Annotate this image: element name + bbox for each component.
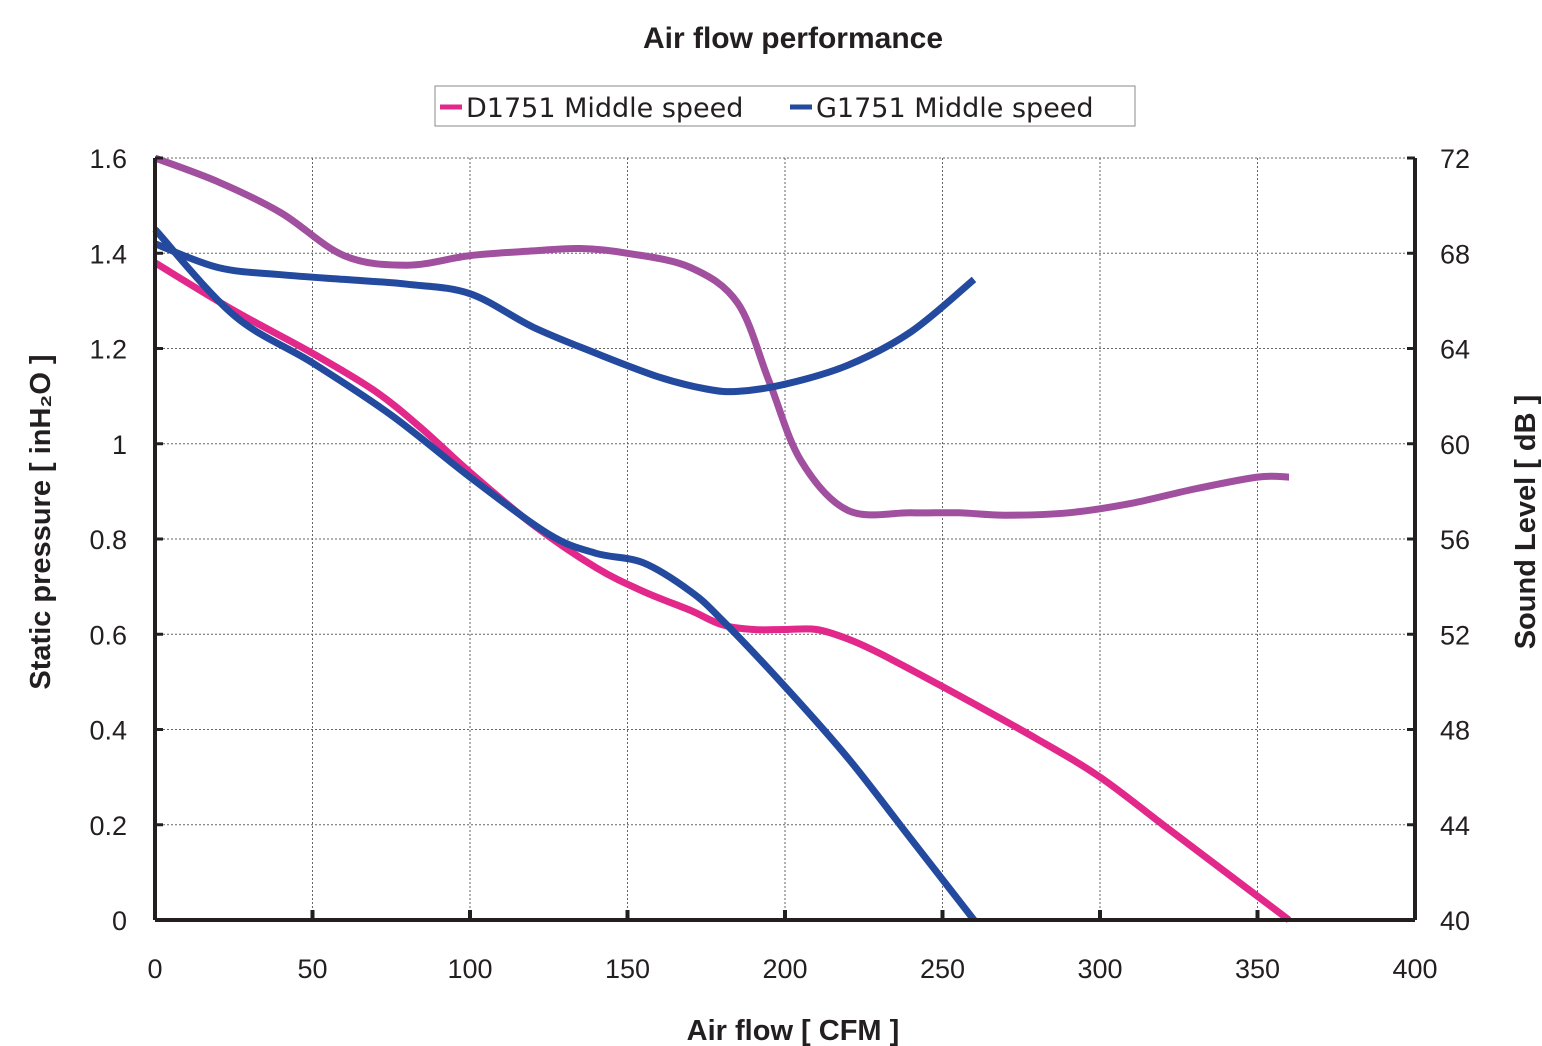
series-line-d1751-sound — [153, 154, 1290, 519]
x-tick-label: 350 — [1235, 954, 1280, 984]
x-tick-label: 250 — [920, 954, 965, 984]
y2-tick-label: 56 — [1440, 525, 1470, 555]
grid-lines — [155, 157, 1415, 920]
x-tick-label: 400 — [1392, 954, 1437, 984]
legend-box — [434, 85, 1136, 127]
legend-label-g1751: G1751 Middle speed — [816, 93, 1094, 124]
x-tick-label: 200 — [762, 954, 807, 984]
y2-tick-label: 72 — [1440, 144, 1470, 174]
y-tick-label: 0.6 — [89, 620, 127, 650]
y-tick-label: 0.4 — [89, 716, 127, 746]
series-line-g1751-pressure — [152, 227, 977, 923]
series-line-g1751-sound — [153, 240, 977, 396]
tick-labels: 0 50 100 150 200 250 300 350 400 0 0.2 0.4 0.6 0.8 1 1.… — [89, 144, 1470, 984]
series-group — [152, 154, 1292, 923]
y-tick-label: 1 — [112, 430, 127, 460]
x-tick-label: 150 — [605, 954, 650, 984]
y2-tick-label: 48 — [1440, 716, 1470, 746]
y2-tick-label: 68 — [1440, 239, 1470, 269]
y2-tick-label: 52 — [1440, 620, 1470, 650]
y2-tick-label: 64 — [1440, 335, 1470, 365]
y-axis-title: Static pressure [ inH₂O ] — [25, 354, 57, 689]
series-line-d1751-pressure — [153, 259, 1292, 923]
chart-title: Air flow performance — [643, 22, 943, 55]
x-tick-label: 50 — [297, 954, 327, 984]
legend: D1751 Middle speed G1751 Middle speed — [434, 85, 1136, 127]
y-tick-label: 0.2 — [89, 811, 127, 841]
y2-axis-title: Sound Level [ dB ] — [1510, 395, 1542, 650]
y-tick-label: 0 — [112, 906, 127, 936]
x-tick-label: 300 — [1077, 954, 1122, 984]
y-tick-label: 0.8 — [89, 525, 127, 555]
legend-label-d1751: D1751 Middle speed — [466, 93, 743, 124]
y2-tick-label: 60 — [1440, 430, 1470, 460]
y-tick-label: 1.2 — [89, 335, 127, 365]
x-tick-label: 0 — [147, 954, 162, 984]
y2-tick-label: 44 — [1440, 811, 1470, 841]
x-tick-label: 100 — [447, 954, 492, 984]
y2-tick-label: 40 — [1440, 906, 1470, 936]
y-tick-label: 1.4 — [89, 239, 127, 269]
axes — [153, 156, 1417, 922]
x-axis-title: Air flow [ CFM ] — [687, 1015, 900, 1046]
y-tick-label: 1.6 — [89, 144, 127, 174]
